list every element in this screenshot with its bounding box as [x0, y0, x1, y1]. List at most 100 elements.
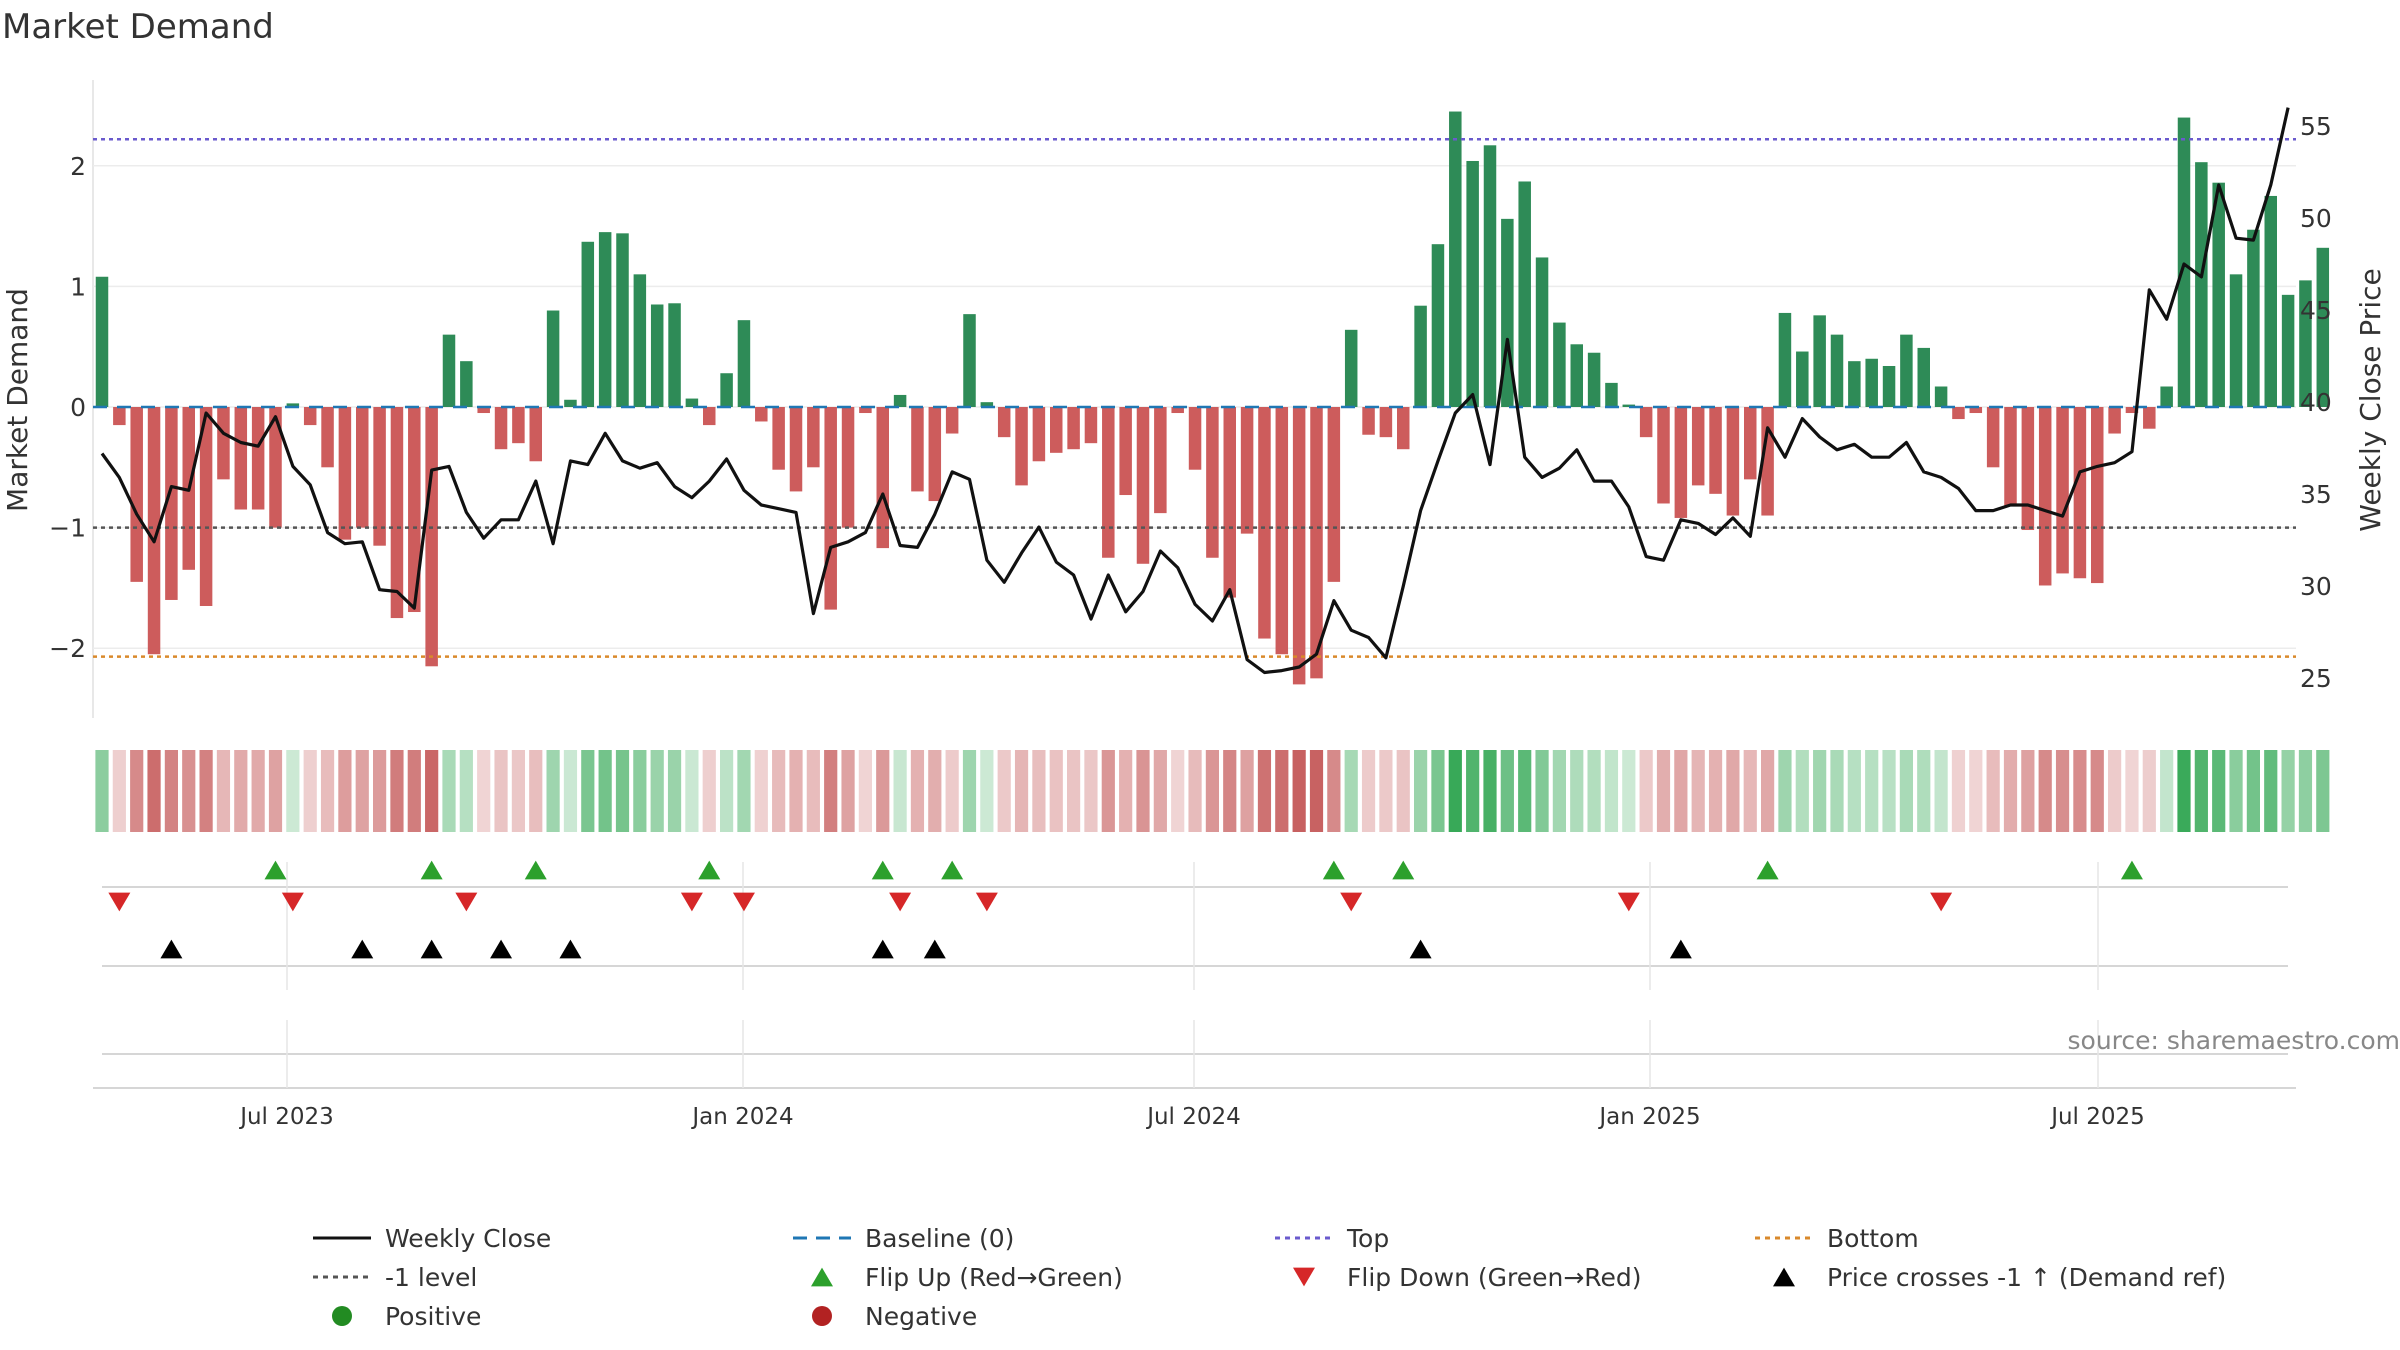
- flip-down-marker: [1617, 892, 1640, 912]
- demand-bar: [1414, 305, 1427, 407]
- heat-strip-cell: [1431, 750, 1445, 832]
- demand-bar: [2091, 407, 2104, 584]
- flip-up-marker: [1322, 860, 1345, 880]
- demand-bar: [1518, 181, 1531, 407]
- heat-strip-cell: [1067, 750, 1081, 832]
- flip-up-marker: [698, 860, 721, 880]
- demand-bar: [460, 361, 473, 407]
- right-axis-ticks: 25 30 35 40 45 50 55: [2300, 112, 2332, 693]
- demand-bar: [2038, 407, 2052, 586]
- demand-bar: [1119, 407, 1132, 496]
- heat-strip-cell: [2264, 750, 2278, 832]
- heat-strip-cell: [893, 750, 907, 832]
- heat-strip-cell: [1587, 750, 1601, 832]
- demand-bar: [1275, 407, 1289, 655]
- heat-strip-cell: [1379, 750, 1393, 832]
- heat-strip-cell: [2142, 750, 2156, 832]
- demand-bar: [113, 407, 126, 426]
- heat-strip-cell: [286, 750, 300, 832]
- heat-strip-cell: [407, 750, 421, 832]
- demand-bar: [2056, 407, 2069, 574]
- demand-bar: [581, 241, 595, 407]
- legend-triangle-down-icon: [1293, 1267, 1315, 1287]
- heat-strip-cell: [546, 750, 560, 832]
- heat-strip-cell: [1171, 750, 1185, 832]
- demand-bar: [2264, 195, 2277, 407]
- weekly-close-line: [100, 107, 2290, 675]
- heat-strip-cell: [702, 750, 716, 832]
- demand-bar: [616, 233, 629, 407]
- flip-up-marker: [1756, 860, 1779, 880]
- heat-strip-cell: [1865, 750, 1879, 832]
- heat-strip-cell: [494, 750, 508, 832]
- heat-strip-cell: [320, 750, 335, 832]
- heat-strip-cell: [1795, 750, 1809, 832]
- demand-bar: [1570, 344, 1583, 407]
- legend-label: -1 level: [385, 1263, 477, 1292]
- price-cross-marker: [351, 939, 374, 959]
- heat-strip-cell: [1483, 750, 1497, 832]
- heat-strip-cell: [2246, 750, 2260, 832]
- demand-bar: [95, 276, 109, 407]
- demand-bar: [772, 407, 785, 470]
- flip-up-marker: [1392, 860, 1415, 880]
- demand-bar: [893, 394, 907, 407]
- heat-strip-cell: [2316, 750, 2330, 832]
- heat-strip-cell: [1500, 750, 1514, 832]
- heat-strip-cell: [1327, 750, 1341, 832]
- demand-bar: [1240, 407, 1254, 534]
- event-triangles: [108, 860, 2143, 959]
- heat-strip-cell: [147, 750, 161, 832]
- flip-up-marker: [941, 860, 964, 880]
- demand-bar: [1726, 407, 1740, 516]
- demand-bar: [1258, 407, 1271, 639]
- y-tick-label: 2: [70, 152, 86, 181]
- demand-bar: [1171, 407, 1184, 414]
- legend-label: Positive: [385, 1302, 481, 1331]
- heat-strip-cell: [2281, 750, 2295, 832]
- demand-bar: [1483, 145, 1497, 407]
- heat-strip-cell: [598, 750, 612, 832]
- x-axis-ticks: Jul 2023 Jan 2024 Jul 2024 Jan 2025 Jul 2025: [238, 1104, 2145, 1130]
- legend: Weekly Close Baseline (0) Top Bottom -1 leve…: [313, 1224, 2226, 1331]
- demand-bar: [876, 407, 889, 549]
- heat-strip-cell: [216, 750, 231, 832]
- demand-bar: [1986, 407, 2000, 468]
- demand-bar: [668, 303, 681, 407]
- demand-bar: [997, 407, 1011, 438]
- heat-strip-cell: [1639, 750, 1653, 832]
- heat-strip-cell: [997, 750, 1011, 832]
- demand-bar: [2177, 117, 2191, 407]
- demand-bar: [1553, 322, 1566, 407]
- heat-strip-cell: [1396, 750, 1410, 832]
- demand-bar: [737, 320, 751, 407]
- heat-strip-cell: [355, 750, 369, 832]
- heat-strip-cell: [1275, 750, 1289, 832]
- y-tick-label: 0: [70, 393, 86, 422]
- heat-strip-cell: [338, 750, 352, 832]
- flip-up-marker: [420, 860, 443, 880]
- demand-bar: [1310, 407, 1323, 679]
- heat-strip-cell: [130, 750, 144, 832]
- heat-strip-cell: [1448, 750, 1462, 832]
- demand-bar: [2316, 247, 2330, 407]
- legend-label: Baseline (0): [865, 1224, 1014, 1253]
- heat-strip-cell: [1240, 750, 1254, 832]
- demand-bar: [1691, 407, 1705, 486]
- x-tick-label: Jul 2024: [1145, 1104, 1241, 1130]
- price-cross-marker: [1669, 939, 1692, 959]
- demand-bar: [1709, 407, 1722, 494]
- demand-bar: [1102, 407, 1115, 558]
- heat-strip-cell: [1813, 750, 1827, 832]
- demand-bar: [928, 407, 942, 502]
- heat-strip-cell: [1344, 750, 1358, 832]
- heat-strip-cell: [1726, 750, 1740, 832]
- heat-strip-cell: [1414, 750, 1428, 832]
- demand-bar: [2143, 407, 2156, 429]
- heat-strip-cell: [1014, 750, 1029, 832]
- y2-tick-label: 50: [2300, 204, 2332, 233]
- heat-strip-cell: [685, 750, 699, 832]
- heat-strip-cell: [1761, 750, 1775, 832]
- demand-bar: [598, 232, 612, 407]
